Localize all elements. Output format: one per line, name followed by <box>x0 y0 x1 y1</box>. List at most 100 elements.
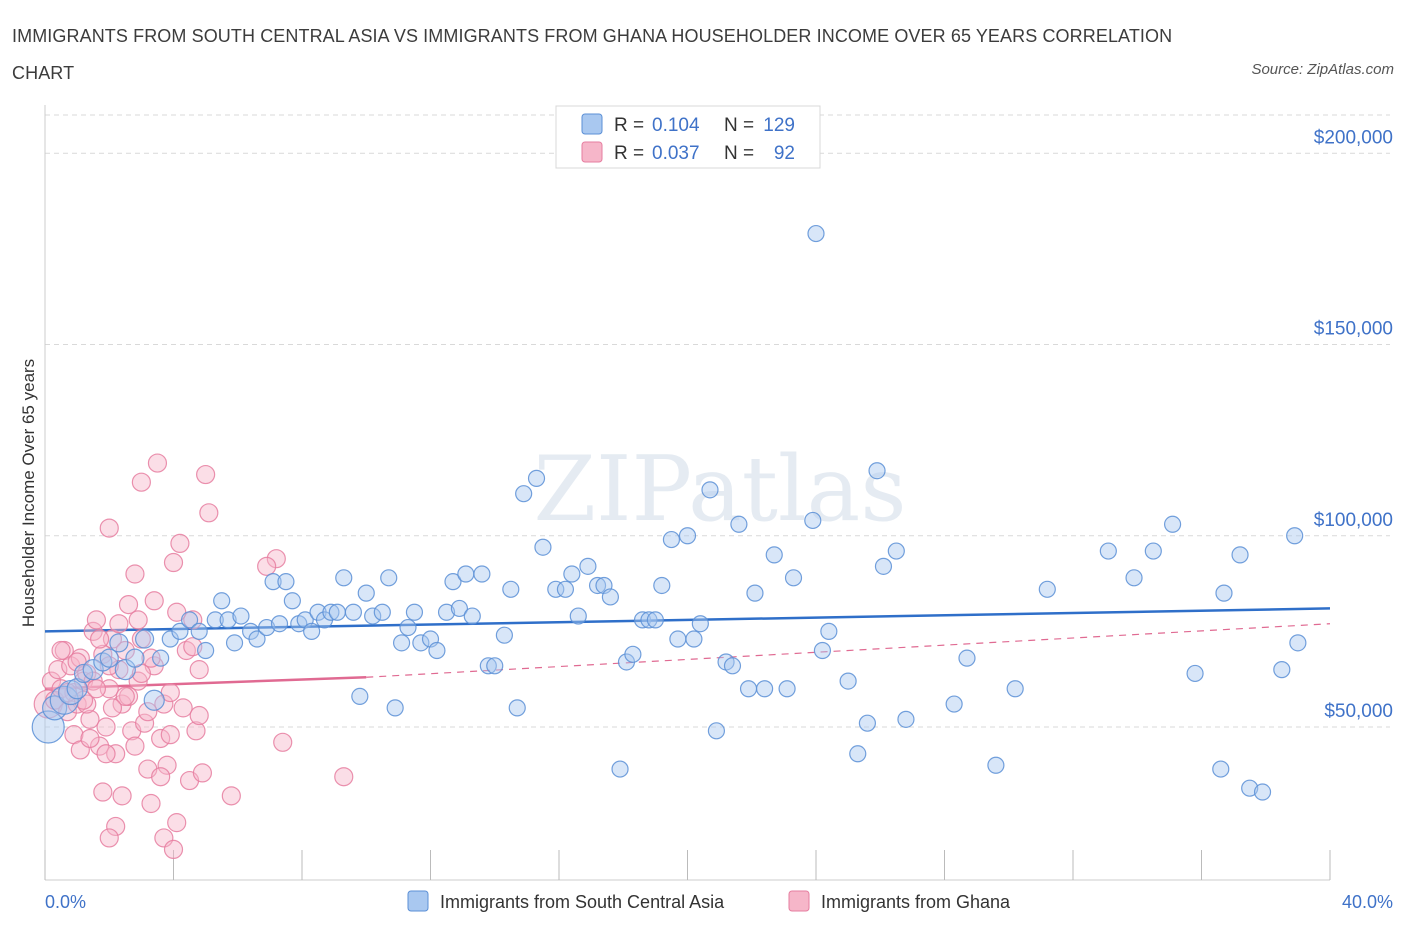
data-point <box>669 630 687 648</box>
data-point <box>189 705 209 726</box>
data-point <box>412 634 430 652</box>
data-point <box>624 645 642 663</box>
data-point <box>82 659 104 681</box>
data-point <box>653 576 671 595</box>
data-point <box>258 618 276 637</box>
bottom-legend-label: Immigrants from Ghana <box>821 892 1011 912</box>
legend-r-value: 0.037 <box>652 143 700 164</box>
data-point <box>93 782 113 802</box>
data-point <box>192 763 213 783</box>
data-point <box>109 633 129 653</box>
data-point <box>112 786 132 806</box>
data-point <box>534 538 552 556</box>
data-point <box>527 469 546 487</box>
data-point <box>1286 527 1304 545</box>
legend-n-value: 129 <box>763 115 795 136</box>
data-point <box>1273 661 1291 679</box>
data-point <box>221 786 241 806</box>
data-point <box>579 557 597 575</box>
bottom-legend-swatch-pink <box>788 890 810 912</box>
data-point <box>31 710 65 744</box>
legend-r-label: R = <box>614 115 644 136</box>
data-point <box>1231 546 1249 564</box>
data-point <box>357 584 375 602</box>
data-point <box>351 687 369 706</box>
data-point <box>486 657 504 675</box>
y-tick-label: $100,000 <box>1314 510 1393 531</box>
data-point <box>380 569 398 587</box>
bottom-legend-label: Immigrants from South Central Asia <box>440 892 725 912</box>
legend-n-label: N = <box>724 115 754 136</box>
data-point <box>1186 664 1204 683</box>
data-point <box>106 744 126 764</box>
data-point <box>373 603 391 621</box>
source-credit: Source: ZipAtlas.com <box>1251 61 1394 78</box>
data-point <box>1144 542 1162 560</box>
data-point <box>479 657 497 675</box>
data-point <box>248 630 266 648</box>
data-point <box>264 573 282 591</box>
data-point <box>141 793 161 814</box>
data-point <box>755 680 774 698</box>
y-tick-labels: $50,000 $100,000 $150,000 $200,000 <box>1314 127 1393 722</box>
data-point <box>83 621 103 641</box>
data-point <box>887 542 905 560</box>
data-point <box>563 565 581 583</box>
data-point <box>270 615 289 633</box>
data-point <box>109 614 129 634</box>
data-point <box>99 828 119 848</box>
data-point <box>392 634 411 652</box>
data-point <box>807 224 825 243</box>
data-point <box>199 503 219 523</box>
data-point <box>163 552 184 573</box>
data-point <box>601 588 620 606</box>
data-point <box>569 607 587 625</box>
data-point <box>51 640 71 661</box>
data-point <box>99 518 119 538</box>
data-point <box>171 622 189 640</box>
data-point <box>804 511 822 530</box>
data-point <box>450 599 469 618</box>
x-tick-labels: 0.0% 40.0% <box>45 892 1393 912</box>
data-point <box>691 615 709 633</box>
data-point <box>48 660 68 680</box>
data-point <box>1212 760 1230 778</box>
data-point <box>80 728 100 749</box>
data-point <box>151 767 171 787</box>
data-point <box>128 610 148 630</box>
data-point <box>839 672 857 690</box>
data-point <box>1289 634 1307 652</box>
data-point <box>1253 783 1272 801</box>
data-point <box>273 732 293 752</box>
data-point <box>186 721 206 741</box>
trend-line-ghana <box>44 676 367 690</box>
data-point <box>457 565 475 583</box>
data-point <box>547 580 565 598</box>
data-point <box>1215 584 1233 602</box>
data-point <box>125 564 145 584</box>
data-point <box>134 713 155 733</box>
data-point <box>125 648 145 668</box>
data-point <box>874 557 893 575</box>
data-point <box>197 641 215 660</box>
data-point <box>277 573 295 591</box>
data-point <box>131 472 151 492</box>
x-tick-label-max: 40.0% <box>1342 892 1393 912</box>
data-point <box>206 611 224 629</box>
data-point <box>813 641 832 660</box>
data-point <box>266 549 286 569</box>
data-point <box>152 649 170 667</box>
data-point <box>502 580 520 598</box>
data-point <box>303 622 321 640</box>
data-point <box>463 607 481 625</box>
data-point <box>73 690 94 710</box>
data-point <box>66 678 88 700</box>
data-point <box>646 611 664 629</box>
x-tick-label-min: 0.0% <box>45 892 86 912</box>
data-point <box>399 618 417 637</box>
data-point <box>322 603 340 621</box>
data-point <box>335 569 353 587</box>
data-point <box>189 660 209 680</box>
data-point <box>163 839 184 860</box>
